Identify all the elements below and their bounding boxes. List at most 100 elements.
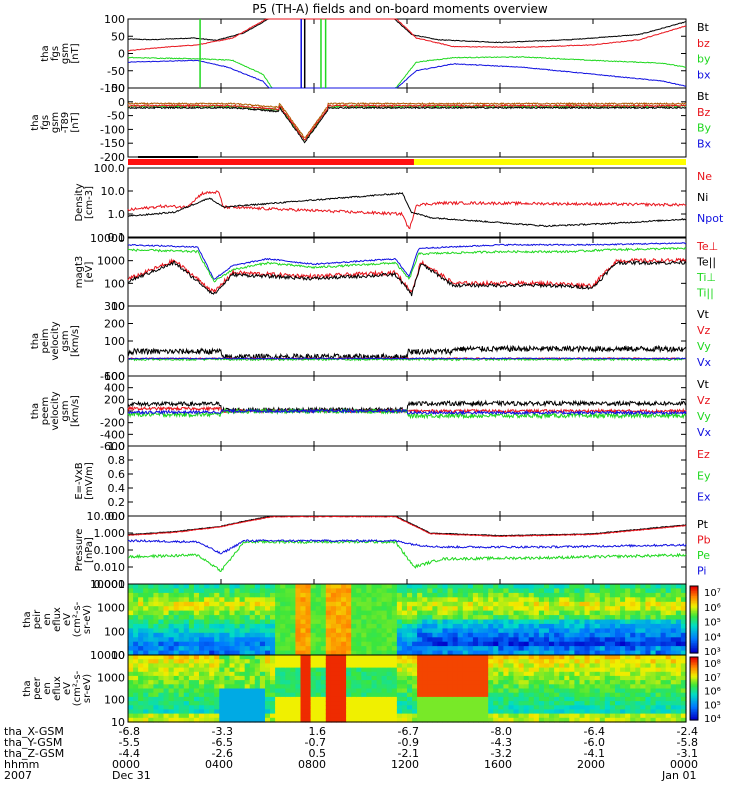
spectrogram-cell bbox=[407, 655, 413, 660]
spectrogram-cell bbox=[559, 646, 565, 652]
spectrogram-cell bbox=[239, 680, 246, 685]
spectrogram-cell bbox=[437, 646, 444, 652]
spectrogram-cell bbox=[493, 606, 499, 612]
spectrogram-cell bbox=[665, 692, 672, 698]
spectrogram-cell bbox=[538, 606, 545, 612]
spectrogram-cell bbox=[341, 675, 347, 681]
spectrogram-cell bbox=[295, 671, 302, 677]
spectrogram-cell bbox=[386, 592, 393, 598]
spectrogram-cell bbox=[391, 610, 398, 616]
spectrogram-cell bbox=[452, 641, 459, 647]
spectrogram-cell bbox=[229, 709, 236, 715]
spectrogram-cell bbox=[498, 632, 504, 638]
spectrogram-cell bbox=[346, 696, 352, 702]
spectrogram-cell bbox=[604, 713, 611, 719]
spectrogram-cell bbox=[609, 717, 616, 723]
spectrogram-cell bbox=[183, 597, 190, 603]
spectrogram-cell bbox=[280, 684, 286, 690]
spectrogram-cell bbox=[244, 584, 251, 589]
spectrogram-cell bbox=[625, 696, 631, 702]
spectrogram-cell bbox=[472, 705, 479, 711]
y-tick-label: -200 bbox=[100, 151, 125, 164]
spectrogram-cell bbox=[594, 641, 601, 647]
colorbar-cell bbox=[690, 648, 698, 651]
spectrogram-cell bbox=[239, 619, 246, 625]
spectrogram-cell bbox=[214, 688, 220, 694]
spectrogram-cell bbox=[437, 688, 444, 694]
spectrogram-cell bbox=[640, 659, 646, 664]
spectrogram-cell bbox=[168, 592, 175, 598]
spectrogram-cell bbox=[290, 597, 296, 603]
spectrogram-cell bbox=[594, 601, 601, 607]
y-tick-label: 0.0 bbox=[108, 510, 126, 523]
spectrogram-cell bbox=[239, 628, 246, 634]
spectrogram-cell bbox=[650, 601, 657, 607]
spectrogram-cell bbox=[168, 680, 175, 685]
spectrogram-cell bbox=[209, 637, 215, 643]
spectrogram-cell bbox=[158, 628, 165, 634]
spectrogram-cell bbox=[488, 646, 494, 652]
spectrogram-cell bbox=[635, 688, 641, 694]
y-tick-label: 10.000 bbox=[87, 510, 126, 523]
spectrogram-cell bbox=[254, 619, 261, 625]
spectrogram-cell bbox=[422, 606, 428, 612]
spectrogram-cell bbox=[680, 597, 687, 603]
spectrogram-cell bbox=[305, 688, 312, 694]
spectrogram-cell bbox=[396, 692, 403, 698]
spectrogram-cell bbox=[493, 701, 499, 706]
spectrogram-cell bbox=[478, 641, 484, 647]
spectrogram-cell bbox=[290, 637, 296, 643]
spectrogram-cell bbox=[361, 650, 367, 656]
spectrogram-cell bbox=[508, 705, 515, 711]
spectrogram-cell bbox=[564, 680, 570, 685]
spectrogram-cell bbox=[386, 655, 393, 660]
spectrogram-cell bbox=[452, 692, 459, 698]
spectrogram-cell bbox=[295, 584, 302, 589]
spectrogram-cell bbox=[442, 709, 449, 715]
y-tick-label: -400 bbox=[100, 428, 125, 441]
spectrogram-cell bbox=[462, 688, 469, 694]
spectrogram-cell bbox=[645, 646, 652, 652]
spectrogram-cell bbox=[254, 601, 261, 607]
spectrogram-cell bbox=[569, 637, 575, 643]
spectrogram-cell bbox=[645, 597, 652, 603]
spectrogram-cell bbox=[183, 628, 190, 634]
spectrogram-cell bbox=[625, 610, 631, 616]
spectrogram-cell bbox=[670, 610, 677, 616]
spectrogram-cell bbox=[599, 663, 606, 669]
spectrogram-cell bbox=[300, 584, 307, 589]
spectrogram-cell bbox=[488, 610, 494, 616]
spectrogram-cell bbox=[193, 610, 200, 616]
spectrogram-cell bbox=[300, 713, 307, 719]
spectrogram-cell bbox=[320, 692, 327, 698]
spectrogram-cell bbox=[153, 671, 160, 677]
spectrogram-cell bbox=[528, 667, 535, 673]
spectrogram-cell bbox=[341, 601, 347, 607]
spectrogram-cell bbox=[259, 663, 266, 669]
spectrogram-cell bbox=[432, 646, 439, 652]
spectrogram-cell bbox=[396, 610, 403, 616]
spectrogram-cell bbox=[554, 641, 560, 647]
spectrogram-cell bbox=[437, 632, 444, 638]
legend-Bt: Bt bbox=[697, 21, 710, 34]
spectrogram-cell bbox=[594, 680, 601, 685]
spectrogram-cell bbox=[483, 650, 489, 656]
spectrogram-cell bbox=[660, 650, 667, 656]
spectrogram-cell bbox=[320, 646, 327, 652]
spectrogram-cell bbox=[173, 663, 180, 669]
spectrogram-cell bbox=[239, 692, 246, 698]
spectrogram-cell bbox=[173, 696, 180, 702]
spectrogram-cell bbox=[412, 692, 418, 698]
spectrogram-cell bbox=[173, 650, 180, 656]
spectrogram-cell bbox=[447, 650, 454, 656]
spectrogram-cell bbox=[493, 592, 499, 598]
spectrogram-cell bbox=[285, 717, 291, 723]
spectrogram-cell bbox=[270, 588, 276, 594]
series-Bz-t89 bbox=[127, 101, 687, 138]
spectrogram-cell bbox=[396, 659, 403, 664]
spectrogram-cell bbox=[508, 717, 515, 723]
spectrogram-cell bbox=[635, 615, 641, 621]
spectrogram-cell bbox=[660, 592, 667, 598]
spectrogram-cell bbox=[143, 597, 149, 603]
spectrogram-cell bbox=[528, 619, 535, 625]
